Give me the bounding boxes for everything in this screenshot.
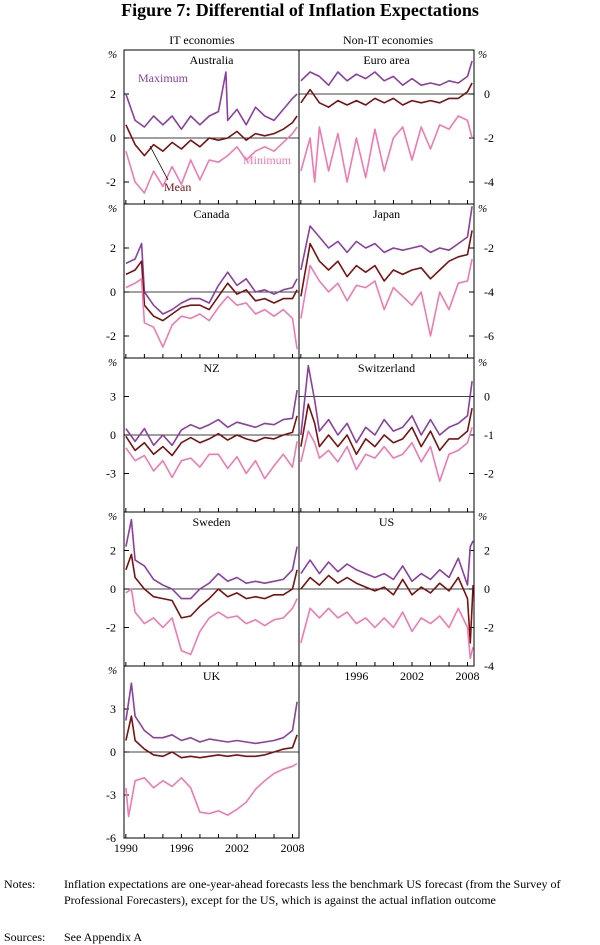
us-ytick-label: 2	[484, 544, 490, 558]
uk-ytick-label: 3	[110, 702, 116, 716]
canada-mean-series	[125, 260, 298, 322]
japan-panel-frame	[298, 203, 475, 359]
australia-ytick-label: -2	[106, 175, 116, 189]
us-xtick-label: 1996	[344, 669, 368, 683]
us-unit-label: %	[478, 511, 487, 523]
japan-panel-title: Japan	[373, 207, 400, 221]
canada-ytick-label: 0	[110, 285, 116, 299]
japan-ytick-label: -2	[484, 241, 494, 255]
australia-ytick-label: 2	[110, 87, 116, 101]
euro-area-mean-series	[300, 82, 473, 108]
us-ytick-label: 0	[484, 582, 490, 596]
sweden-minimum-series	[125, 588, 298, 656]
japan-minimum-series	[300, 258, 473, 337]
australia-mean-series	[125, 115, 298, 157]
canada-minimum-series	[125, 277, 298, 350]
switzerland-panel-title: Switzerland	[358, 361, 415, 375]
australia-ytick-label: 0	[110, 131, 116, 145]
us-maximum-series	[300, 540, 474, 586]
switzerland-ytick-label: -2	[484, 467, 494, 481]
uk-minimum-series	[125, 762, 298, 818]
sweden-maximum-series	[125, 518, 298, 600]
annotation-minimum: Minimum	[243, 153, 292, 167]
uk-xtick-label: 1996	[169, 841, 193, 855]
annotation-maximum: Maximum	[138, 71, 189, 85]
sweden-unit-label: %	[108, 511, 117, 523]
sweden-ytick-label: 2	[110, 544, 116, 558]
nz-ytick-label: 3	[110, 390, 116, 404]
uk-xtick-label: 2008	[281, 841, 305, 855]
sources-label: Sources:	[4, 930, 46, 944]
australia-panel-title: Australia	[190, 53, 235, 67]
euro-area-unit-label: %	[478, 49, 487, 61]
canada-panel-frame	[123, 203, 300, 359]
sources-text: See Appendix A	[64, 930, 142, 944]
switzerland-unit-label: %	[478, 357, 487, 369]
us-ytick-label: -4	[484, 659, 494, 673]
euro-area-ytick-label: -2	[484, 131, 494, 145]
uk-ytick-label: 0	[110, 745, 116, 759]
right-column-title: Non-IT economies	[343, 33, 433, 47]
annotation-mean-pointer	[149, 145, 169, 181]
nz-maximum-series	[125, 389, 298, 447]
canada-unit-label: %	[108, 203, 117, 215]
uk-ytick-label: -3	[106, 788, 116, 802]
euro-area-maximum-series	[300, 60, 473, 86]
sweden-panel-title: Sweden	[193, 515, 231, 529]
sweden-ytick-label: 0	[110, 582, 116, 596]
switzerland-maximum-series	[300, 364, 473, 444]
euro-area-minimum-series	[300, 115, 473, 183]
nz-unit-label: %	[108, 357, 117, 369]
euro-area-ytick-label: 0	[484, 87, 490, 101]
australia-minimum-series	[125, 126, 298, 194]
japan-mean-series	[300, 230, 473, 297]
switzerland-ytick-label: -1	[484, 428, 494, 442]
nz-minimum-series	[125, 441, 298, 480]
nz-mean-series	[125, 415, 298, 457]
nz-ytick-label: -3	[106, 467, 116, 481]
chart-grid: IT economies Non-IT economies -2 0 2% Austral…	[106, 33, 494, 855]
left-column-title: IT economies	[169, 33, 235, 47]
nz-panel-title: NZ	[204, 361, 220, 375]
australia-unit-label: %	[108, 49, 117, 61]
switzerland-ytick-label: 0	[484, 390, 490, 404]
us-mean-series	[300, 574, 474, 644]
japan-maximum-series	[300, 206, 473, 271]
sweden-ytick-label: -2	[106, 621, 116, 635]
uk-ytick-label: -6	[106, 831, 116, 845]
canada-maximum-series	[125, 242, 298, 315]
australia-maximum-series	[125, 71, 298, 130]
euro-area-panel-frame	[298, 49, 475, 205]
switzerland-panel-frame	[298, 357, 475, 513]
figure-title: Figure 7: Differential of Inflation Expe…	[121, 0, 479, 20]
us-panel-title: US	[379, 515, 394, 529]
sweden-mean-series	[125, 553, 298, 619]
switzerland-mean-series	[300, 403, 473, 456]
switzerland-minimum-series	[300, 427, 473, 483]
uk-panel-title: UK	[203, 669, 221, 683]
uk-xtick-label: 2002	[225, 841, 249, 855]
uk-unit-label: %	[108, 665, 117, 677]
canada-ytick-label: -2	[106, 329, 116, 343]
uk-maximum-series	[125, 682, 298, 745]
notes-label: Notes:	[4, 877, 36, 891]
canada-ytick-label: 2	[110, 241, 116, 255]
us-minimum-series	[300, 607, 474, 660]
us-xtick-label: 2002	[400, 669, 424, 683]
japan-unit-label: %	[478, 203, 487, 215]
annotation-mean: Mean	[164, 180, 191, 194]
uk-xtick-label: 1990	[114, 841, 138, 855]
euro-area-ytick-label: -4	[484, 175, 494, 189]
us-ytick-label: -2	[484, 621, 494, 635]
uk-mean-series	[125, 715, 298, 759]
notes-text: Inflation expectations are one-year-ahea…	[64, 877, 561, 907]
nz-ytick-label: 0	[110, 428, 116, 442]
canada-panel-title: Canada	[194, 207, 231, 221]
japan-ytick-label: -4	[484, 285, 494, 299]
euro-area-panel-title: Euro area	[363, 53, 410, 67]
us-xtick-label: 2008	[456, 669, 480, 683]
japan-ytick-label: -6	[484, 329, 494, 343]
